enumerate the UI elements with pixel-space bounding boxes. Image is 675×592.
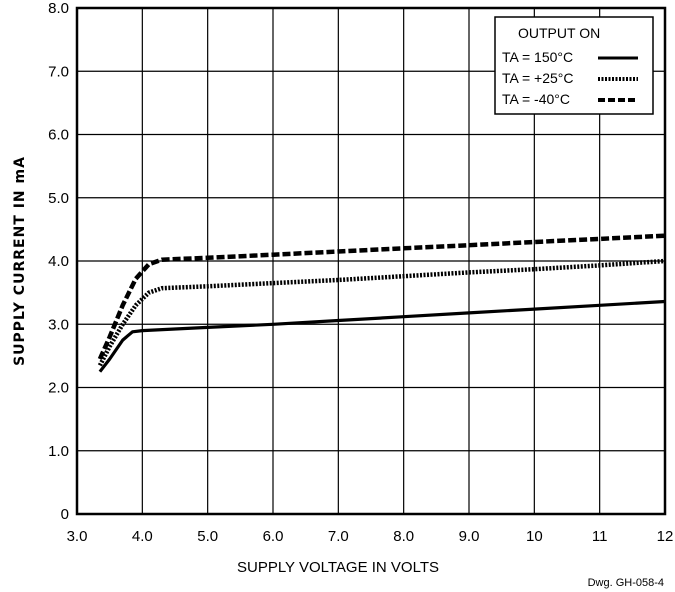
y-axis-title: SUPPLY CURRENT IN mA: [12, 156, 28, 366]
x-axis-title: SUPPLY VOLTAGE IN VOLTS: [237, 559, 439, 576]
legend-label-minus40c: TA = -40°C: [502, 91, 570, 107]
x-axis-ticks: 3.0 4.0 5.0 6.0 7.0 8.0 9.0 10 11 12: [67, 528, 674, 545]
legend: OUTPUT ON TA = 150°C TA = +25°C TA = -40…: [494, 16, 654, 115]
y-tick-label: 3.0: [48, 316, 69, 333]
x-tick-label: 4.0: [132, 528, 153, 545]
x-tick-label: 6.0: [263, 528, 284, 545]
y-tick-label: 0: [61, 506, 69, 523]
y-tick-label: 4.0: [48, 253, 69, 270]
x-tick-label: 12: [657, 528, 674, 545]
y-tick-label: 8.0: [48, 0, 69, 17]
x-tick-label: 3.0: [67, 528, 88, 545]
y-axis-ticks: 0 1.0 2.0 3.0 4.0 5.0 6.0 7.0 8.0: [48, 0, 69, 523]
drawing-number: Dwg. GH-058-4: [588, 577, 664, 589]
series-line-1: [97, 258, 666, 367]
y-tick-label: 1.0: [48, 443, 69, 460]
series-line-2: [97, 233, 666, 360]
series-line-0: [98, 299, 666, 373]
x-tick-label: 11: [592, 528, 608, 545]
y-tick-label: 2.0: [48, 380, 69, 397]
legend-label-25c: TA = +25°C: [502, 70, 574, 86]
x-tick-label: 7.0: [328, 528, 349, 545]
y-tick-label: 6.0: [48, 127, 69, 144]
legend-title: OUTPUT ON: [518, 25, 600, 41]
series-lines: [97, 233, 666, 373]
y-tick-label: 5.0: [48, 190, 69, 207]
x-tick-label: 5.0: [197, 528, 218, 545]
y-tick-label: 7.0: [48, 63, 69, 80]
x-tick-label: 9.0: [459, 528, 480, 545]
legend-label-150c: TA = 150°C: [502, 49, 573, 65]
x-tick-label: 8.0: [393, 528, 414, 545]
legend-box: [494, 16, 654, 115]
x-tick-label: 10: [526, 528, 543, 545]
